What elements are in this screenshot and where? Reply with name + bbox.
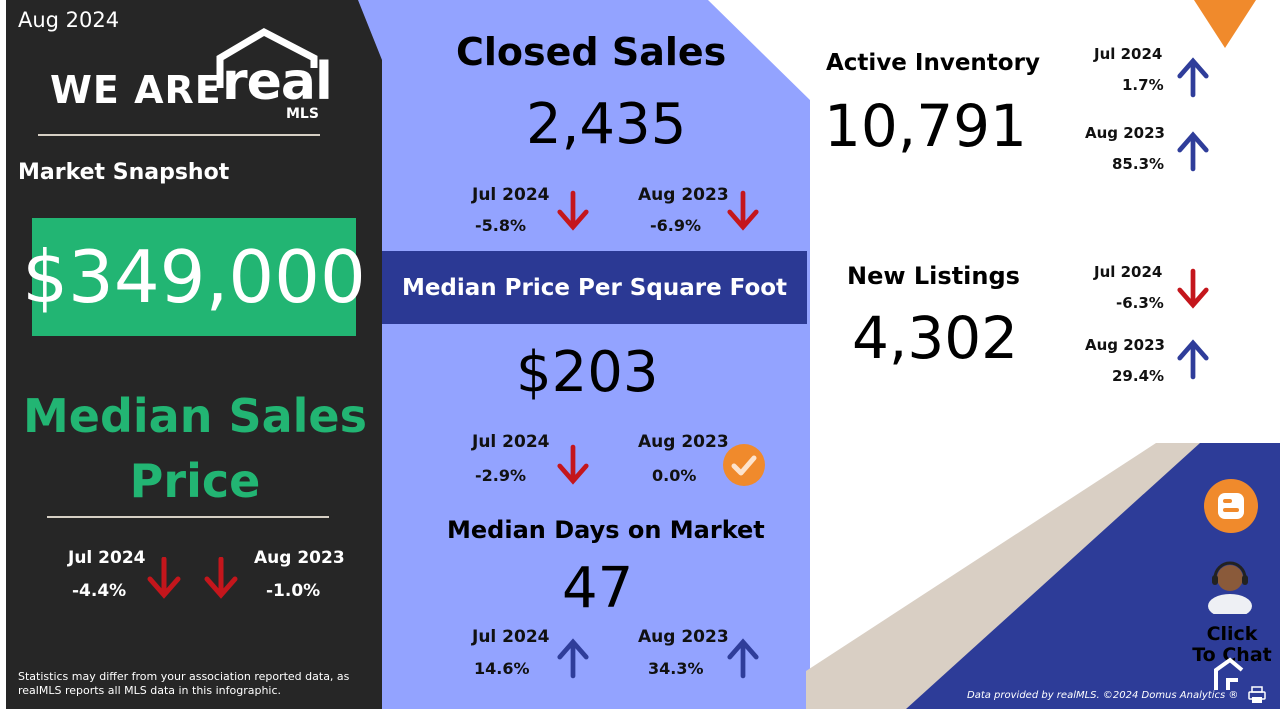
period-label: Aug 2024: [18, 8, 120, 32]
comparison-label: Aug 2023: [638, 627, 729, 647]
comparison-label: Jul 2024: [1094, 263, 1163, 281]
comparison-label: Jul 2024: [68, 548, 146, 568]
comparison-pct: 34.3%: [648, 659, 704, 678]
blogger-icon[interactable]: [1203, 478, 1259, 538]
comparison-label: Jul 2024: [1094, 45, 1163, 63]
market-snapshot-heading: Market Snapshot: [18, 160, 230, 185]
arrow-down-icon: [556, 444, 590, 486]
comparison-label: Jul 2024: [472, 432, 550, 452]
median-sales-price-value: $349,000: [22, 235, 366, 319]
days-on-market-value: 47: [562, 556, 634, 621]
comparison-label: Aug 2023: [1085, 124, 1165, 142]
corner-cutout: [358, 0, 382, 60]
logo-we-are: WE ARE: [50, 68, 222, 112]
median-sales-price-title: Median Sales Price: [23, 389, 367, 508]
arrow-up-icon: [726, 637, 760, 679]
support-agent-icon[interactable]: [1204, 556, 1256, 618]
arrow-down-icon: [556, 190, 590, 232]
comparison-label: Jul 2024: [472, 185, 550, 205]
new-listings-title: New Listings: [847, 262, 1020, 290]
arrow-down-icon: [203, 557, 239, 599]
comparison-label: Jul 2024: [472, 627, 550, 647]
comparison-label: Aug 2023: [638, 185, 729, 205]
arrow-down-icon: [1176, 268, 1210, 310]
comparison-pct: 85.3%: [1112, 155, 1165, 173]
comparison-pct: -4.4%: [72, 581, 127, 601]
checkmark-icon: [722, 443, 766, 491]
disclaimer-text: Statistics may differ from your associat…: [18, 670, 350, 697]
arrow-down-icon: [726, 190, 760, 232]
arrow-down-icon: [146, 557, 182, 599]
comparison-label: Aug 2023: [638, 432, 729, 452]
house-roof-icon: [216, 28, 318, 88]
arrow-up-icon: [556, 637, 590, 679]
days-on-market-title: Median Days on Market: [447, 516, 765, 544]
comparison-pct: 29.4%: [1112, 367, 1165, 385]
price-per-sqft-value: $203: [516, 340, 659, 405]
price-per-sqft-title: Median Price Per Square Foot: [401, 274, 788, 301]
arrow-up-icon: [1176, 338, 1210, 380]
divider: [47, 516, 329, 518]
realmls-mark-icon: [1212, 656, 1244, 694]
closed-sales-title: Closed Sales: [456, 30, 727, 74]
comparison-label: Aug 2023: [1085, 336, 1165, 354]
logo-mls: MLS: [286, 106, 319, 122]
comparison-pct: 0.0%: [652, 466, 697, 485]
arrow-up-icon: [1176, 56, 1210, 98]
active-inventory-title: Active Inventory: [826, 50, 1040, 76]
orange-triangle: [1194, 0, 1256, 48]
comparison-pct: -6.3%: [1116, 294, 1164, 312]
decorative-triangles: [806, 443, 1280, 709]
comparison-label: Aug 2023: [254, 548, 345, 568]
active-inventory-value: 10,791: [824, 92, 1027, 160]
divider: [38, 134, 320, 136]
comparison-pct: 1.7%: [1122, 76, 1164, 94]
middle-panel: [382, 0, 810, 709]
footer-credit: Data provided by realMLS. ©2024 Domus An…: [967, 690, 1239, 701]
click-to-chat-link[interactable]: Click To Chat: [1192, 623, 1272, 666]
closed-sales-value: 2,435: [526, 92, 687, 157]
realmls-logo: WE ARE real MLS: [50, 28, 333, 126]
new-listings-value: 4,302: [852, 304, 1019, 372]
median-price-box: $349,000: [22, 218, 366, 336]
comparison-pct: -1.0%: [266, 581, 321, 601]
comparison-pct: -6.9%: [650, 216, 702, 235]
left-panel: [6, 0, 382, 709]
price-per-sqft-band: Median Price Per Square Foot: [382, 251, 807, 324]
comparison-pct: -5.8%: [475, 216, 527, 235]
comparison-pct: -2.9%: [475, 466, 527, 485]
print-icon[interactable]: [1248, 686, 1266, 708]
corner-cutout: [708, 0, 812, 102]
logo-real: real: [222, 52, 333, 112]
comparison-pct: 14.6%: [474, 659, 530, 678]
arrow-up-icon: [1176, 130, 1210, 172]
